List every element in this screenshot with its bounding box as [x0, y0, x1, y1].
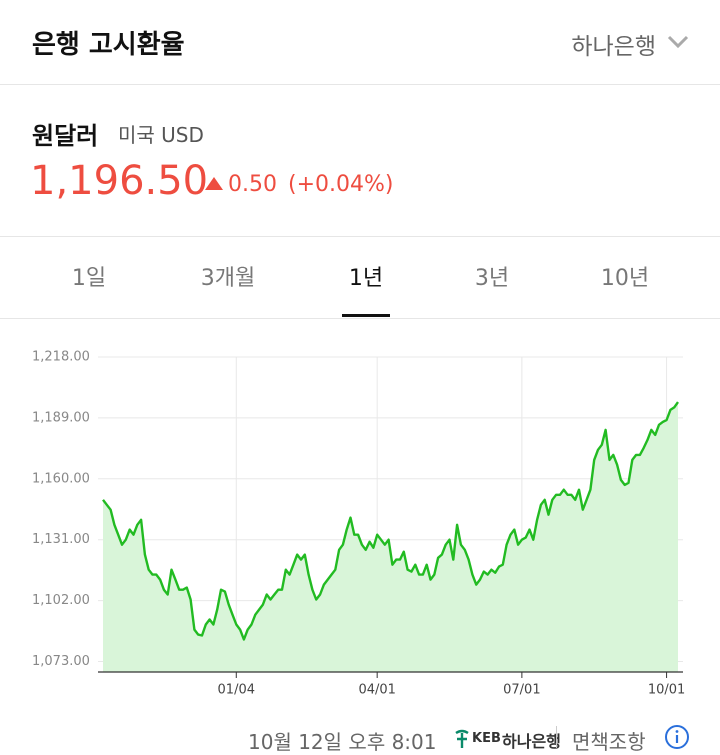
tab[interactable]: 1년: [348, 266, 384, 291]
currency-name: 원달러: [32, 122, 99, 150]
y-tick-label: 1,102.00: [32, 593, 90, 608]
y-tick-label: 1,131.00: [32, 532, 90, 547]
info-icon[interactable]: [664, 724, 690, 749]
bank-logo-icon: [455, 729, 469, 748]
rate-change: 0.50: [228, 172, 277, 197]
line: [102, 401, 679, 641]
x-tick-label: 04/01: [358, 683, 395, 698]
bank-selector[interactable]: 하나은행: [571, 34, 656, 60]
tab[interactable]: 3년: [474, 266, 510, 291]
divider: [0, 318, 720, 319]
divider: [0, 84, 720, 85]
x-tick-label: 07/01: [503, 683, 540, 698]
up-arrow-icon: [205, 177, 223, 190]
x-tick-label: 01/04: [218, 683, 255, 698]
chart: 1,073.00 1,102.00 1,131.00 1,160.00 1,189.00…: [32, 350, 685, 698]
separator: [556, 726, 557, 748]
logo-mark: KEB: [472, 731, 501, 746]
logo-text: 하나은행: [502, 732, 561, 751]
divider: [0, 236, 720, 237]
active-tab-indicator: [342, 314, 390, 317]
tab[interactable]: 1일: [71, 266, 107, 291]
rate-value: 1,196.50: [30, 158, 209, 204]
area-fill: [103, 402, 678, 672]
y-tick-label: 1,073.00: [32, 654, 90, 669]
y-tick-label: 1,218.00: [32, 350, 90, 365]
tab[interactable]: 3개월: [200, 266, 256, 291]
y-tick-label: 1,189.00: [32, 410, 90, 425]
x-tick-label: 10/01: [648, 683, 685, 698]
chevron-icon[interactable]: [666, 34, 690, 50]
currency-country: 미국 USD: [118, 123, 204, 147]
page-title: 은행 고시환율: [32, 30, 185, 60]
disclaimer-link[interactable]: 면책조항: [572, 730, 646, 754]
tab[interactable]: 10년: [600, 266, 650, 291]
timestamp: 10월 12일 오후 8:01: [248, 730, 437, 754]
y-tick-label: 1,160.00: [32, 471, 90, 486]
rate-change-percent: (+0.04%): [288, 172, 394, 197]
